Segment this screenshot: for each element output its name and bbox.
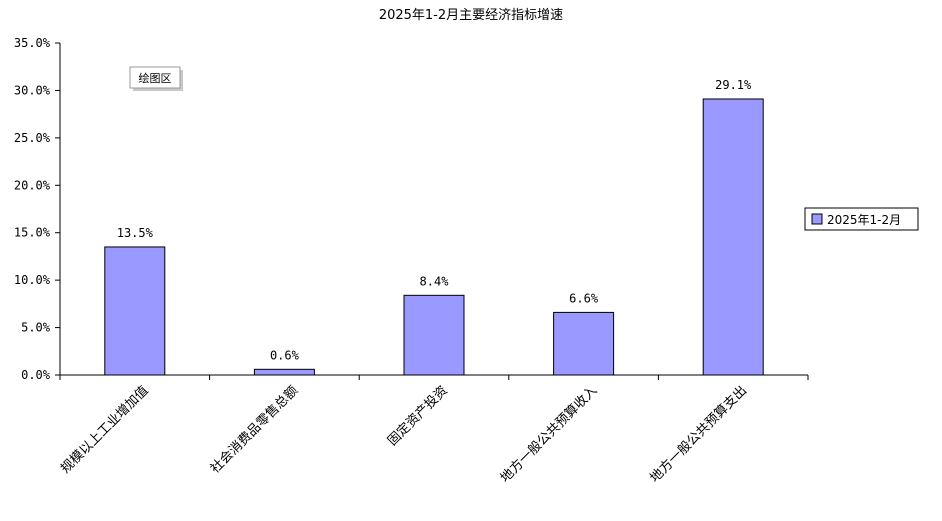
legend-label: 2025年1-2月 <box>827 213 901 227</box>
legend-frame <box>804 207 919 231</box>
x-axis <box>59 374 809 380</box>
plot-area-label-frame <box>129 66 181 89</box>
bar <box>403 294 465 376</box>
legend: 2025年1-2月 <box>804 207 919 231</box>
category-label: 地方一般公共预算支出 <box>647 383 750 486</box>
plot-area-label-box: 绘图区 <box>129 66 183 91</box>
bar <box>553 311 615 376</box>
data-label: 8.4% <box>420 274 450 288</box>
data-label: 0.6% <box>270 348 300 362</box>
category-label: 地方一般公共预算收入 <box>497 383 600 486</box>
category-label: 社会消费品零售总额 <box>207 383 301 477</box>
data-label: 29.1% <box>715 78 752 92</box>
y-tick-label: 0.0% <box>21 368 51 382</box>
y-tick-label: 30.0% <box>14 83 51 97</box>
y-tick-label: 20.0% <box>14 178 51 192</box>
category-label: 规模以上工业增加值 <box>58 383 152 477</box>
legend-swatch <box>811 213 823 225</box>
y-axis: 0.0% 5.0% 10.0% 15.0% 20.0% 25.0% 30.0% 35.0% <box>14 36 61 382</box>
data-labels: 13.5% 0.6% 8.4% 6.6% 29.1% <box>117 78 752 362</box>
bar <box>104 246 166 376</box>
data-label: 6.6% <box>569 291 599 305</box>
y-tick-label: 10.0% <box>14 273 51 287</box>
category-labels: 规模以上工业增加值 社会消费品零售总额 固定资产投资 地方一般公共预算收入 地方一般公共… <box>58 383 750 486</box>
y-tick-label: 15.0% <box>14 226 51 240</box>
bar-series <box>104 98 764 376</box>
y-tick-label: 35.0% <box>14 36 51 50</box>
bar <box>253 368 315 376</box>
bar <box>702 98 764 376</box>
chart-title: 2025年1-2月主要经济指标增速 <box>379 8 563 23</box>
y-tick-label: 25.0% <box>14 131 51 145</box>
plot-area-label: 绘图区 <box>139 71 172 85</box>
category-label: 固定资产投资 <box>384 383 450 449</box>
y-tick-label: 5.0% <box>21 321 51 335</box>
data-label: 13.5% <box>117 226 154 240</box>
